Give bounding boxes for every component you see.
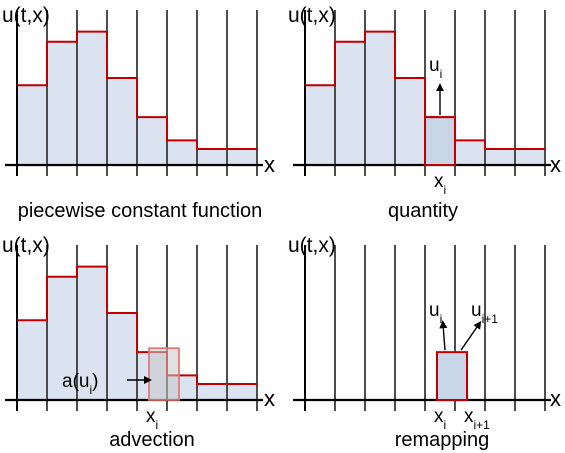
- caption: advection: [109, 429, 195, 451]
- panel-advection: u(t,x) x advection a(ui) xi: [2, 234, 275, 451]
- cell-fill: [395, 78, 425, 165]
- cell-fill: [17, 320, 47, 400]
- cell-value-label: ui: [429, 55, 442, 81]
- cell-fill: [107, 78, 137, 165]
- y-axis-label: u(t,x): [288, 234, 336, 257]
- cell-fill: [47, 276, 77, 400]
- tick-label: xi: [146, 406, 158, 432]
- y-axis-label: u(t,x): [2, 234, 50, 257]
- panel-piecewise: u(t,x) x piecewise constant function: [2, 4, 275, 222]
- y-axis-label: u(t,x): [2, 4, 50, 27]
- x-axis-label: x: [264, 386, 275, 411]
- caption: quantity: [388, 200, 458, 222]
- caption: remapping: [395, 429, 490, 451]
- cell-fill: [305, 85, 335, 165]
- cell-fill: [197, 149, 227, 165]
- tick-label: xi: [434, 406, 446, 432]
- cell-fill: [107, 313, 137, 400]
- cell-fill: [167, 140, 197, 165]
- cell-fill: [137, 117, 167, 165]
- cell-fill: [365, 31, 395, 165]
- shift-label: a(ui): [62, 371, 98, 397]
- cell-fill: [227, 384, 257, 400]
- cell-fill: [17, 85, 47, 165]
- cell-fill: [47, 41, 77, 165]
- x-axis-label: x: [550, 386, 561, 411]
- highlighted-cell: [424, 116, 456, 166]
- cell-fill: [455, 140, 485, 165]
- cell-fill: [485, 149, 515, 165]
- cell-fill: [227, 149, 257, 165]
- panel-quantity: u(t,x) x quantity ui xi: [288, 4, 561, 222]
- cell-fill: [515, 149, 545, 165]
- tick-label: xi: [434, 171, 446, 197]
- right-value-label: ui+1: [471, 300, 498, 326]
- arrow-left-cell: [439, 320, 448, 351]
- left-value-label: ui: [429, 300, 442, 326]
- moved-cell: [148, 347, 180, 401]
- cell-fill: [77, 266, 107, 400]
- caption: piecewise constant function: [18, 200, 263, 222]
- arrow-right-cell: [460, 320, 482, 351]
- cell-fill: [335, 41, 365, 165]
- panel-remapping: u(t,x) x remapping ui ui+1 xi xi+1: [288, 234, 561, 451]
- x-axis-label: x: [550, 152, 561, 177]
- tick-label: xi+1: [464, 406, 490, 432]
- cell-fill: [77, 31, 107, 165]
- cell-fill: [197, 384, 227, 400]
- y-axis-label: u(t,x): [288, 4, 336, 27]
- remapped-box: [436, 351, 468, 401]
- x-axis-label: x: [264, 152, 275, 177]
